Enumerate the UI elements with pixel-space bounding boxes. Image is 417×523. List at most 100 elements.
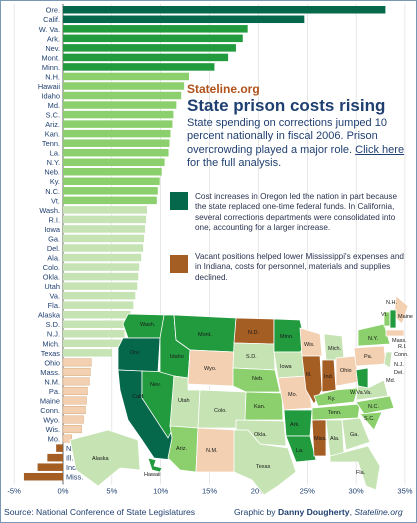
credit-site[interactable]: Stateline.org [354,507,403,517]
bar[interactable] [63,72,190,81]
map-state-label: Kan. [254,404,266,410]
map-state-label: Ky. [328,396,336,402]
map-state-label: Alaska [92,456,109,462]
bar[interactable] [63,339,122,348]
bar[interactable] [62,406,86,415]
state-kan[interactable] [244,391,284,421]
category-label: W. Va. [39,25,60,34]
bar[interactable] [63,120,173,128]
bar[interactable] [63,101,177,109]
bar[interactable] [63,244,144,252]
bar[interactable] [63,291,136,300]
state-hawaii[interactable] [147,457,163,473]
bar[interactable] [63,148,169,157]
bar[interactable] [63,53,229,62]
bar[interactable] [63,15,305,24]
map-states [69,295,409,495]
bar[interactable] [63,25,248,33]
bar[interactable] [62,367,91,376]
state-sc[interactable] [359,411,383,431]
bar[interactable] [63,272,139,281]
bar[interactable] [62,358,92,367]
bar[interactable] [63,82,185,90]
state-nj[interactable] [383,351,393,369]
category-label: Texas [41,349,61,358]
bar[interactable] [56,444,63,452]
bar[interactable] [47,453,63,462]
bar[interactable] [63,206,148,214]
state-wis[interactable] [299,327,323,357]
category-label: Nev. [45,44,60,53]
map-state-label: S.D. [246,354,257,360]
state-ky[interactable] [313,387,359,407]
state-nh[interactable] [389,309,397,329]
bar[interactable] [63,234,145,243]
state-mass[interactable] [385,329,405,337]
bar[interactable] [63,158,165,166]
bar[interactable] [63,320,127,328]
map-state-label: Colo. [214,408,227,414]
bar[interactable] [63,310,131,319]
category-label: Alaska [38,311,61,320]
bar[interactable] [63,6,386,14]
state-wva[interactable] [355,367,369,389]
state-neb[interactable] [232,367,281,393]
bar[interactable] [62,396,87,405]
click-here-link[interactable]: Click here [355,143,405,156]
category-label: Iowa [44,225,61,234]
bar[interactable] [63,168,162,176]
map-state-label: Ind. [324,374,334,380]
bar[interactable] [63,139,170,147]
map-state-label: Ala. [330,436,340,442]
state-ny[interactable] [357,323,391,347]
bar[interactable] [23,472,64,481]
state-alaska[interactable] [69,429,141,487]
bar[interactable] [63,177,160,186]
bar[interactable] [63,215,147,224]
bar[interactable] [63,253,142,262]
bar[interactable] [62,434,73,443]
bar[interactable] [37,463,63,471]
bar[interactable] [63,196,157,205]
legend-swatch-dark-green [170,192,188,210]
bar[interactable] [63,263,140,271]
category-label: N.C. [45,187,60,196]
bar[interactable] [63,282,138,290]
legend-swatch-brown [170,255,188,273]
bar[interactable] [63,225,146,233]
bar[interactable] [63,349,112,357]
state-texas[interactable] [233,429,297,495]
category-label: Mass. [40,368,60,377]
bar[interactable] [63,129,171,138]
us-map: Wash. Ore. Calif. Nev. Idaho Mont. Wyo. Utah Ari… [69,295,413,495]
bar[interactable] [63,91,182,100]
bar[interactable] [63,301,134,309]
state-miss[interactable] [311,419,327,457]
bar[interactable] [63,63,215,71]
source-note: Source: National Conference of State Leg… [4,507,196,517]
bar[interactable] [63,34,243,43]
stateline-logo[interactable]: Stateline.org [187,82,260,96]
bar[interactable] [62,377,90,386]
state-va[interactable] [355,379,389,401]
state-nc[interactable] [355,395,395,415]
bar[interactable] [63,187,158,195]
category-label: Wash. [39,206,60,215]
category-label: Mich. [42,339,60,348]
state-maine[interactable] [393,295,409,325]
map-state-label: Mo. [288,392,298,398]
state-ga[interactable] [341,417,371,451]
x-tick-label: 10% [153,487,168,496]
bar[interactable] [63,110,174,119]
bar[interactable] [62,415,84,424]
bar[interactable] [63,44,236,52]
state-fla[interactable] [329,445,381,491]
bar[interactable] [63,330,125,338]
bar[interactable] [62,386,88,395]
category-label: Ariz. [45,120,60,129]
state-la[interactable] [285,435,317,463]
category-label: N.J. [47,330,60,339]
category-label: Mo. [48,435,60,444]
map-state-label: Ohio [340,368,352,374]
bar[interactable] [62,425,82,434]
